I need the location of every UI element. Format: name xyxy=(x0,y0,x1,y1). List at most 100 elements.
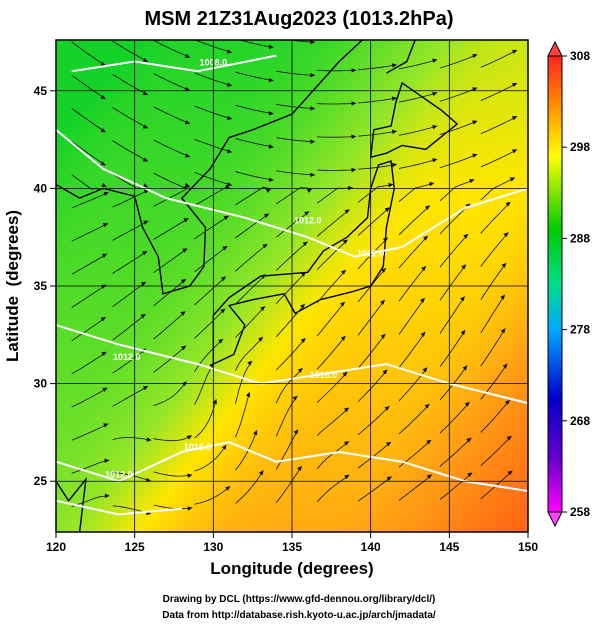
field-cell xyxy=(440,208,449,217)
field-cell xyxy=(280,272,289,281)
field-cell xyxy=(136,472,145,481)
streamline-arrow xyxy=(429,182,435,187)
field-cell xyxy=(72,128,81,137)
field-cell xyxy=(184,240,193,249)
field-cell xyxy=(488,368,497,377)
field-cell xyxy=(360,344,369,353)
field-cell xyxy=(320,64,329,73)
field-cell xyxy=(384,520,393,529)
field-cell xyxy=(360,328,369,337)
field-cell xyxy=(384,104,393,113)
field-cell xyxy=(464,504,473,513)
field-cell xyxy=(320,416,329,425)
streamline xyxy=(316,374,346,403)
field-cell xyxy=(472,520,481,529)
streamline-arrow xyxy=(512,15,518,21)
field-cell xyxy=(248,480,257,489)
field-cell xyxy=(376,432,385,441)
field-cell xyxy=(152,80,161,89)
field-cell xyxy=(64,440,73,449)
field-cell xyxy=(136,304,145,313)
field-cell xyxy=(304,48,313,57)
field-cell xyxy=(64,208,73,217)
field-cell xyxy=(440,328,449,337)
field-cell xyxy=(192,440,201,449)
field-cell xyxy=(168,176,177,185)
field-cell xyxy=(184,304,193,313)
field-cell xyxy=(88,408,97,417)
field-cell xyxy=(184,328,193,337)
streamline xyxy=(439,440,469,467)
colorbar-tick-label: 278 xyxy=(570,323,590,337)
field-cell xyxy=(160,304,169,313)
field-cell xyxy=(408,200,417,209)
field-cell xyxy=(296,264,305,273)
field-cell xyxy=(104,160,113,169)
field-cell xyxy=(200,200,209,209)
field-cell xyxy=(360,224,369,233)
field-cell xyxy=(232,248,241,257)
field-cell xyxy=(312,512,321,521)
field-cell xyxy=(184,48,193,57)
field-cell xyxy=(240,240,249,249)
field-cell xyxy=(152,528,161,532)
field-cell xyxy=(232,64,241,73)
field-cell xyxy=(128,328,137,337)
field-cell xyxy=(296,456,305,465)
field-cell xyxy=(480,168,489,177)
field-cell xyxy=(480,312,489,321)
field-cell xyxy=(208,440,217,449)
field-cell xyxy=(200,48,209,57)
field-cell xyxy=(344,416,353,425)
field-cell xyxy=(352,336,361,345)
field-cell xyxy=(224,360,233,369)
streamline xyxy=(316,272,344,304)
field-cell xyxy=(512,488,521,497)
field-cell xyxy=(112,288,121,297)
field-cell xyxy=(168,416,177,425)
field-cell xyxy=(240,304,249,313)
field-cell xyxy=(144,512,153,521)
field-cell xyxy=(336,112,345,121)
field-cell xyxy=(200,280,209,289)
field-cell xyxy=(368,208,377,217)
field-cell xyxy=(448,208,457,217)
field-cell xyxy=(72,104,81,113)
field-cell xyxy=(336,40,345,49)
field-cell xyxy=(312,240,321,249)
field-cell xyxy=(296,112,305,121)
field-cell xyxy=(416,440,425,449)
streamline-arrow xyxy=(426,474,433,479)
field-cell xyxy=(224,368,233,377)
field-cell xyxy=(440,400,449,409)
streamline xyxy=(194,366,213,405)
field-cell xyxy=(120,368,129,377)
field-cell xyxy=(392,120,401,129)
field-cell xyxy=(504,488,513,497)
x-tick-label: 130 xyxy=(203,540,223,554)
field-cell xyxy=(512,224,521,233)
field-cell xyxy=(392,56,401,65)
field-cell xyxy=(328,96,337,105)
field-cell xyxy=(168,496,177,505)
streamline-arrow xyxy=(297,368,303,373)
field-cell xyxy=(232,384,241,393)
field-cell xyxy=(168,128,177,137)
field-cell xyxy=(136,200,145,209)
field-cell xyxy=(448,56,457,65)
streamline-arrow xyxy=(184,120,191,125)
field-cell xyxy=(248,136,257,145)
field-cell xyxy=(248,240,257,249)
field-cell xyxy=(464,280,473,289)
field-cell xyxy=(520,456,528,465)
field-cell xyxy=(104,376,113,385)
field-cell xyxy=(240,440,249,449)
field-cell xyxy=(136,312,145,321)
field-cell xyxy=(360,408,369,417)
field-cell xyxy=(64,416,73,425)
field-cell xyxy=(272,328,281,337)
field-cell xyxy=(144,456,153,465)
field-cell xyxy=(464,168,473,177)
field-cell xyxy=(416,288,425,297)
field-cell xyxy=(216,192,225,201)
